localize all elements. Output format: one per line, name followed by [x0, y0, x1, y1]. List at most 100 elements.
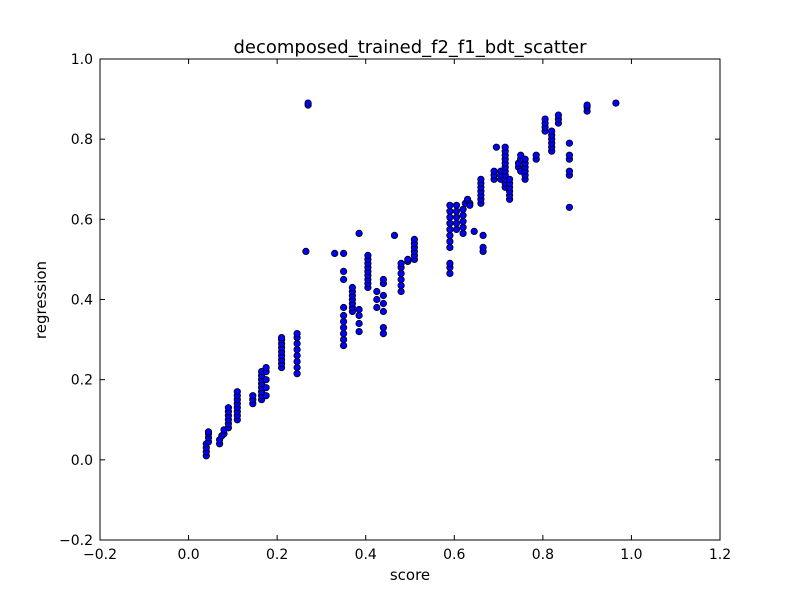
data-point — [379, 307, 387, 316]
data-point — [293, 345, 301, 354]
data-point — [490, 167, 498, 175]
data-point — [355, 305, 363, 314]
data-point — [339, 329, 348, 338]
data-point — [565, 203, 574, 211]
data-point — [565, 167, 574, 175]
data-point — [293, 357, 301, 366]
data-point — [293, 339, 301, 348]
x-tick-label: 1.0 — [620, 547, 642, 563]
data-point — [293, 329, 301, 338]
data-point — [479, 231, 487, 239]
data-point — [397, 281, 405, 290]
data-point — [452, 225, 461, 233]
data-point — [548, 127, 556, 135]
data-point — [355, 327, 363, 336]
data-point — [355, 311, 363, 320]
x-tick-label: 1.2 — [709, 547, 731, 563]
data-point — [446, 225, 454, 233]
data-point — [293, 351, 301, 360]
data-point — [459, 217, 467, 225]
data-point — [446, 259, 454, 267]
data-point — [446, 219, 454, 227]
y-axis-label: regression — [32, 261, 50, 339]
data-point — [379, 291, 387, 300]
data-point — [379, 329, 387, 338]
data-point — [339, 335, 348, 344]
data-point — [397, 275, 405, 284]
data-point — [446, 243, 454, 251]
data-points — [202, 99, 620, 460]
data-point — [397, 259, 405, 267]
data-point — [404, 255, 412, 263]
data-point — [373, 295, 381, 304]
axis-ticks: −0.2 0.0 0.2 0.4 0.6 0.8 1.0 1.2 −0.2 0.0 0.2 0.4 0.… — [59, 52, 731, 563]
y-tick-label: 0.2 — [71, 373, 93, 389]
data-point — [501, 143, 509, 151]
x-tick-label: 0.0 — [177, 547, 199, 563]
data-point — [452, 219, 461, 227]
y-tick-label: 0.0 — [71, 453, 93, 469]
data-point — [477, 175, 485, 183]
data-point — [479, 243, 487, 251]
data-point — [459, 229, 467, 237]
data-point — [339, 275, 348, 284]
data-point — [302, 247, 310, 255]
data-point — [204, 428, 213, 436]
data-point — [452, 213, 461, 221]
data-point — [397, 269, 405, 277]
data-point — [233, 388, 241, 396]
plot-frame — [99, 58, 721, 541]
data-point — [517, 151, 525, 159]
y-tick-label: −0.2 — [59, 533, 93, 549]
data-point — [224, 404, 232, 412]
data-point — [452, 207, 461, 215]
data-point — [304, 99, 312, 107]
data-point — [355, 319, 363, 328]
x-axis-label: score — [390, 566, 430, 584]
data-point — [554, 111, 563, 119]
data-point — [459, 223, 467, 231]
data-point — [466, 201, 474, 209]
data-point — [459, 211, 467, 219]
data-point — [446, 231, 454, 239]
data-point — [446, 201, 454, 209]
data-point — [262, 384, 270, 392]
chart-title: decomposed_trained_f2_f1_bdt_scatter — [233, 37, 587, 58]
data-point — [390, 231, 399, 239]
data-point — [532, 151, 540, 159]
data-point — [565, 151, 574, 159]
data-point — [348, 283, 356, 292]
data-point — [565, 139, 574, 147]
data-point — [293, 370, 301, 378]
data-point — [339, 249, 348, 257]
data-point — [262, 376, 270, 384]
data-point — [379, 299, 387, 308]
data-point — [339, 317, 348, 326]
y-tick-label: 0.6 — [71, 212, 93, 228]
data-point — [364, 251, 372, 259]
data-point — [262, 392, 270, 400]
x-tick-label: 0.2 — [266, 547, 288, 563]
data-point — [339, 311, 348, 320]
x-tick-label: 0.8 — [532, 547, 554, 563]
data-point — [446, 269, 454, 277]
data-point — [277, 333, 286, 342]
data-point — [373, 287, 381, 296]
data-point — [339, 303, 348, 312]
data-point — [397, 287, 405, 296]
data-point — [410, 235, 418, 243]
data-point — [446, 213, 454, 221]
data-point — [541, 115, 549, 123]
data-point — [446, 237, 454, 245]
data-point — [331, 249, 339, 257]
data-point — [505, 175, 514, 183]
data-point — [373, 303, 381, 312]
data-point — [339, 323, 348, 332]
data-point — [446, 207, 454, 215]
data-point — [583, 101, 591, 109]
data-point — [355, 229, 363, 237]
data-point — [492, 143, 500, 151]
data-point — [521, 155, 529, 163]
data-point — [379, 323, 387, 332]
